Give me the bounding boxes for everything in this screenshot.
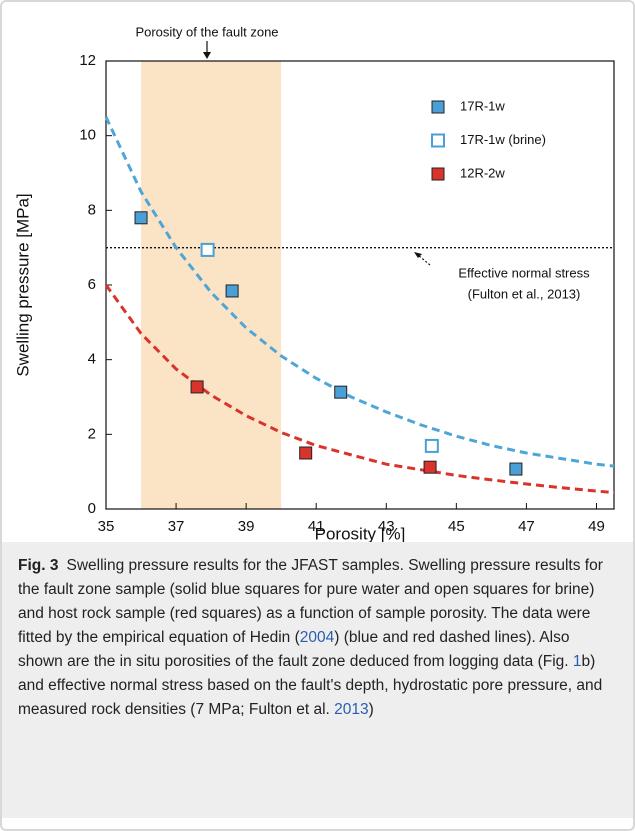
data-point [190, 380, 204, 394]
annotation: Effective normal stress [458, 265, 590, 280]
data-point [509, 462, 523, 476]
caption-text: ) (blue and red dashed lines). Also show… [18, 629, 573, 670]
annotation: Porosity of the fault zone [135, 24, 278, 39]
y-tick-label: 12 [79, 52, 96, 69]
y-tick-label: 6 [88, 276, 96, 293]
annotation-arrow [417, 254, 431, 266]
data-point [134, 211, 148, 225]
y-tick-label: 2 [88, 425, 96, 442]
fit-curve [104, 116, 615, 468]
legend-label: 17R-1w (brine) [460, 132, 546, 147]
chart: Swelling pressure [MPa] Porosity [%] Por… [13, 24, 615, 542]
y-tick-label: 0 [88, 500, 96, 517]
figure-link[interactable]: 1 [572, 653, 582, 670]
caption-text: Swelling pressure results for the JFAST … [18, 557, 603, 646]
y-axis-title: Swelling pressure [MPa] [13, 193, 32, 376]
data-point [200, 242, 215, 257]
x-tick-label: 35 [98, 518, 115, 535]
citation-link[interactable]: 2004 [299, 629, 335, 646]
caption-text: ) [368, 701, 374, 718]
data-point [225, 284, 239, 298]
y-tick-label: 10 [79, 127, 96, 144]
legend-marker [431, 167, 445, 181]
data-point [334, 385, 348, 399]
legend-label: 17R-1w [460, 98, 505, 113]
x-axis-title: Porosity [%] [315, 524, 406, 542]
caption-text: b) and effective normal stress based on … [18, 653, 603, 718]
x-tick-label: 37 [168, 518, 185, 535]
legend-marker [431, 100, 445, 114]
annotation-arrowhead [203, 52, 211, 59]
y-tick-label: 4 [88, 351, 96, 368]
figure-label: Fig. 3 [18, 557, 59, 574]
x-tick-label: 39 [238, 518, 255, 535]
legend-marker [431, 133, 445, 148]
x-tick-label: 41 [308, 518, 325, 535]
x-tick-label: 45 [448, 518, 465, 535]
caption: Fig. 3 Swelling pressure results for the … [2, 542, 633, 818]
x-tick-label: 47 [518, 518, 535, 535]
data-point [424, 438, 439, 453]
y-tick-label: 8 [88, 201, 96, 218]
data-point [423, 460, 437, 474]
data-point [299, 446, 313, 460]
annotation-arrowhead [414, 252, 422, 258]
citation-link[interactable]: 2013 [334, 701, 369, 718]
annotation: (Fulton et al., 2013) [468, 286, 581, 301]
shaded-range [141, 61, 282, 509]
legend-label: 12R-2w [460, 165, 505, 180]
x-tick-label: 43 [378, 518, 395, 535]
x-tick-label: 49 [588, 518, 605, 535]
